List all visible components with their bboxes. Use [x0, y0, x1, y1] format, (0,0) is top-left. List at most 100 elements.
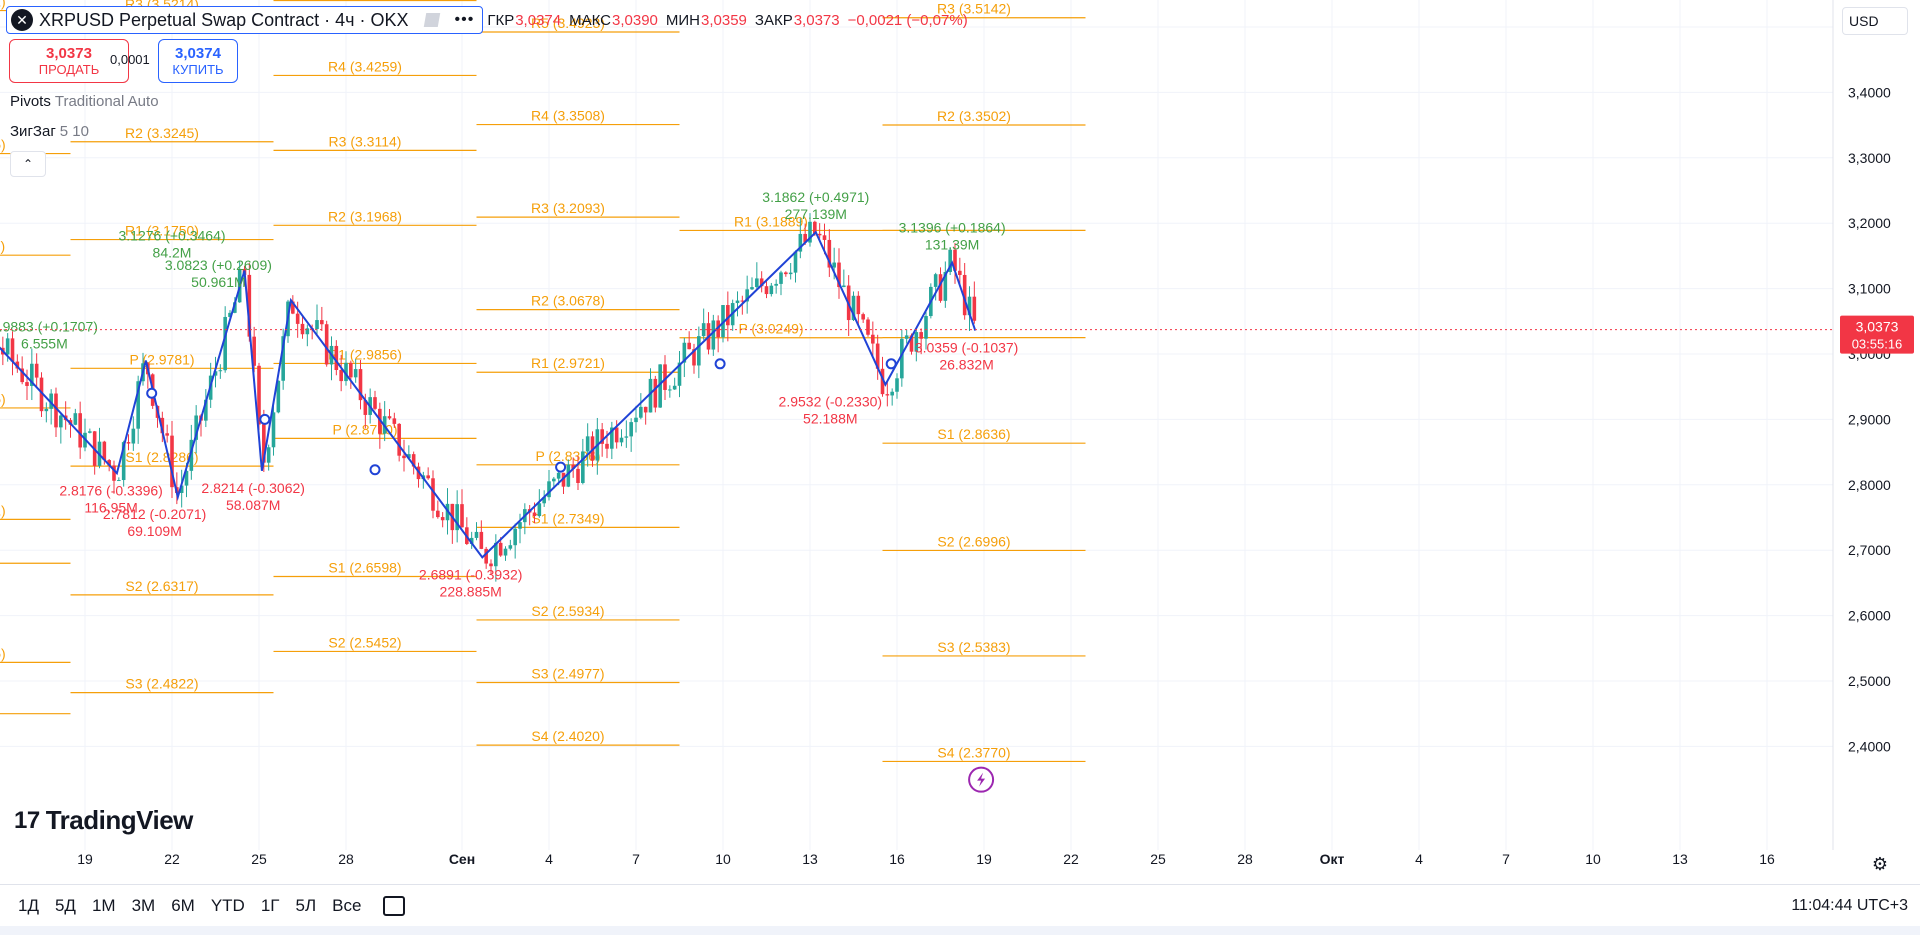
candle-body [126, 442, 131, 444]
spread-value: 0,0001 [110, 52, 150, 67]
candle-body [189, 439, 194, 471]
candle-body [624, 436, 629, 438]
candle-body [5, 338, 10, 355]
period-5d[interactable]: 5Д [54, 896, 76, 915]
zigzag-label-volume: 84.2M [153, 245, 192, 261]
candle-body [25, 382, 29, 386]
period-all[interactable]: Все [332, 896, 362, 915]
more-icon[interactable]: ••• [454, 11, 475, 28]
tradingview-logo[interactable]: 17 TradingView [14, 805, 193, 836]
zigzag-marker [259, 413, 271, 425]
candle-body [112, 465, 116, 481]
period-ytd[interactable]: YTD [210, 896, 245, 915]
candle-body [39, 377, 44, 412]
collapse-legend-button[interactable]: ⌃ [10, 151, 46, 177]
clock[interactable]: 11:04:44 UTC+3 [1791, 897, 1908, 914]
candle-body [788, 272, 793, 275]
settings-icon[interactable]: ⚙ [1871, 854, 1889, 874]
price-tick-label: 3,3000 [1848, 150, 1891, 166]
period-1d[interactable]: 1Д [18, 896, 39, 915]
time-tick-label: 16 [889, 851, 905, 867]
candle-body [271, 412, 276, 448]
candle-body [866, 319, 870, 335]
zigzag-label-volume: 58.087M [226, 497, 280, 513]
price-axis: 3,50003,40003,30003,20003,10003,00002,90… [1832, 0, 1891, 850]
pivot-label: R1 (3.1889) [734, 213, 808, 229]
time-tick-label: Сен [449, 851, 475, 867]
candle-body [629, 422, 633, 437]
period-1y[interactable]: 1Г [260, 896, 280, 915]
zigzag-label-price: 2.9883 (+0.1707) [0, 319, 98, 335]
candle-body [750, 287, 754, 290]
indicator-params: 5 10 [59, 123, 89, 140]
period-3m[interactable]: 3М [131, 896, 156, 915]
candle-body [117, 480, 121, 482]
candle-body [344, 362, 348, 382]
buy-button[interactable]: 3,0374 КУПИТЬ [158, 39, 238, 83]
candle-body [30, 363, 34, 386]
time-tick-label: 22 [164, 851, 180, 867]
candle-body [779, 272, 783, 284]
candle-body [726, 305, 730, 326]
candle-body [735, 300, 740, 304]
period-1m[interactable]: 1М [91, 896, 116, 915]
pivot-label: S4 (2.3770) [937, 744, 1010, 760]
chart-area[interactable]: …5251) …3065) …1511) …9175) …7471) …5285) R3 (… [0, 0, 1920, 884]
candle-body [885, 394, 890, 396]
candle-body [653, 378, 658, 408]
candle-body [73, 413, 78, 425]
currency-selector[interactable]: USD [1842, 7, 1908, 35]
sell-button[interactable]: 3,0373 ПРОДАТЬ [9, 39, 129, 83]
indicator-params: Traditional Auto [54, 93, 159, 110]
indicator-pivots[interactable]: Pivots Traditional Auto [10, 93, 159, 110]
candle-body [300, 323, 305, 335]
last-price: 3,0373 03:55:16 [0, 315, 1914, 793]
candle-body [701, 323, 706, 337]
candle-body [204, 399, 208, 421]
period-6m[interactable]: 6М [171, 896, 195, 915]
indicator-zigzag[interactable]: ЗигЗаг 5 10 [10, 123, 89, 140]
symbol-selector[interactable]: ✕ XRPUSD Perpetual Swap Contract · 4ч · … [6, 6, 484, 34]
candle-body [233, 302, 237, 313]
time-tick-label: 16 [1759, 851, 1775, 867]
candle-body [716, 320, 720, 338]
time-tick-label: 25 [1150, 851, 1166, 867]
zigzag-label-volume: 131.39M [925, 237, 979, 253]
candle-body [610, 427, 614, 449]
candle-body [808, 221, 812, 243]
pivot-label: R3 (3.2093) [531, 200, 605, 216]
pivot-levels: …5251) …3065) …1511) …9175) …7471) …5285) R3 (… [0, 0, 1086, 763]
candle-body [194, 415, 198, 440]
zigzag-label-price: 2.6891 (-0.3932) [419, 566, 523, 582]
calendar-icon[interactable] [383, 896, 406, 916]
price-tick-label: 3,1000 [1848, 281, 1891, 297]
pivot-label: S1 (2.8636) [937, 426, 1010, 442]
time-tick-label: 19 [77, 851, 93, 867]
candle-body [397, 423, 401, 456]
time-tick-label: 4 [545, 851, 553, 867]
candle-body [179, 485, 184, 494]
zigzag-label-price: 2.8214 (-0.3062) [201, 480, 305, 496]
period-5y[interactable]: 5Л [295, 896, 317, 915]
flag-icon[interactable] [423, 13, 440, 27]
candle-body [537, 503, 542, 517]
candle-body [223, 316, 227, 371]
candle-body [566, 464, 571, 487]
candle-body [943, 271, 948, 301]
time-tick-label: 25 [251, 851, 267, 867]
candle-body [353, 369, 358, 378]
candle-body [431, 478, 435, 511]
candle-body [895, 378, 899, 392]
candle-body [769, 285, 774, 295]
bottom-strip [0, 926, 1920, 935]
candle-body [803, 233, 807, 243]
zigzag-label-price: 2.8176 (-0.3396) [59, 482, 163, 498]
candle-body [561, 472, 566, 487]
candle-body [687, 342, 691, 350]
candle-body [402, 455, 406, 459]
zigzag-marker [369, 464, 381, 476]
candle-body [107, 460, 111, 466]
candle-body [503, 548, 508, 556]
candle-body [837, 262, 841, 288]
candle-body [102, 441, 107, 461]
